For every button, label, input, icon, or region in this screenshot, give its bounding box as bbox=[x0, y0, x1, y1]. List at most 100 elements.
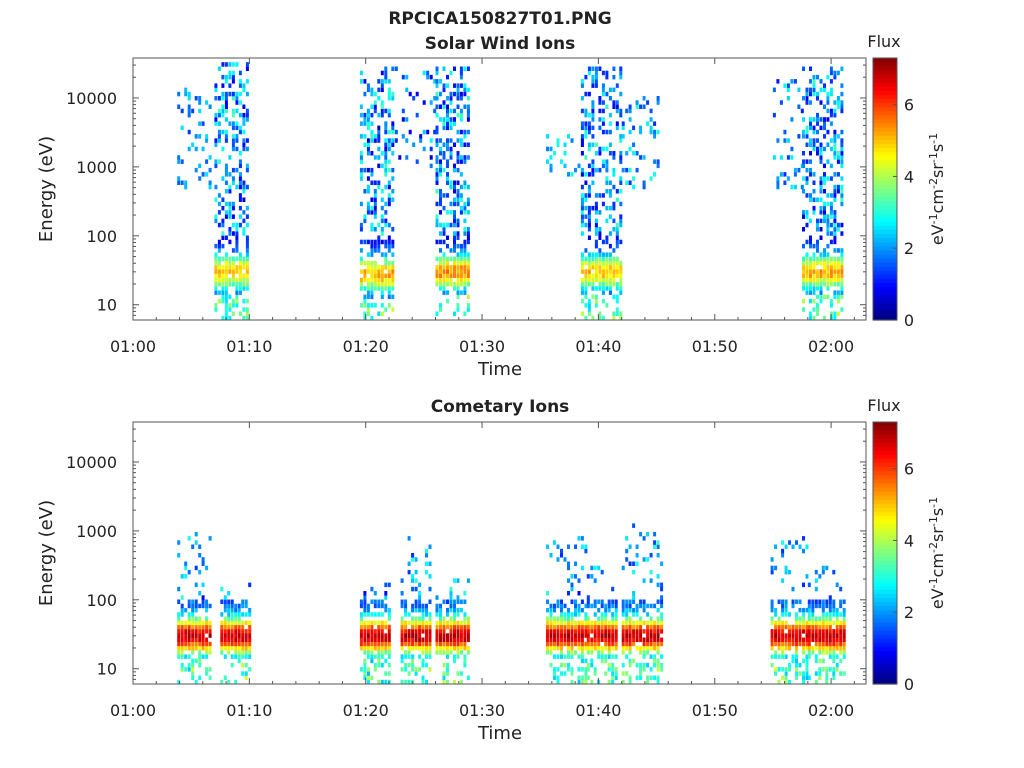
spectrogram-cell bbox=[366, 252, 370, 257]
spectrogram-cell bbox=[614, 599, 618, 604]
spectrogram-cell bbox=[459, 117, 463, 122]
spectrogram-cell bbox=[242, 231, 246, 236]
spectrogram-cell bbox=[359, 620, 363, 626]
spectrogram-cell bbox=[411, 578, 415, 583]
spectrogram-cell bbox=[245, 167, 249, 173]
spectrogram-cell bbox=[359, 112, 363, 118]
spectrogram-cell bbox=[370, 260, 374, 266]
spectrogram-cell bbox=[459, 624, 463, 630]
colorbar-swatch bbox=[873, 483, 897, 489]
spectrogram-cell bbox=[435, 646, 439, 651]
spectrogram-cell bbox=[605, 189, 609, 194]
spectrogram-cell bbox=[590, 679, 594, 685]
spectrogram-cell bbox=[380, 273, 384, 278]
spectrogram-cell bbox=[836, 155, 840, 160]
spectrogram-cell bbox=[795, 662, 798, 668]
spectrogram-cell bbox=[224, 62, 228, 67]
spectrogram-cell bbox=[235, 138, 239, 143]
spectrogram-cell bbox=[237, 633, 241, 638]
spectrogram-cell bbox=[774, 637, 778, 642]
spectrogram-cell bbox=[439, 624, 442, 630]
spectrogram-cell bbox=[446, 222, 449, 228]
spectrogram-cell bbox=[194, 658, 198, 664]
spectrogram-cell bbox=[214, 269, 218, 274]
spectrogram-cell bbox=[244, 637, 248, 642]
colorbar-swatch bbox=[873, 172, 897, 178]
spectrogram-cell bbox=[435, 256, 439, 262]
spectrogram-cell bbox=[235, 91, 239, 97]
spectrogram-cell bbox=[594, 269, 598, 274]
spectrogram-cell bbox=[814, 624, 818, 630]
spectrogram-cell bbox=[198, 620, 202, 626]
spectrogram-cell bbox=[466, 260, 470, 266]
spectrogram-cell bbox=[615, 189, 619, 194]
spectrogram-cell bbox=[223, 654, 227, 659]
spectrogram-cell bbox=[446, 112, 449, 118]
spectrogram-cell bbox=[584, 222, 588, 228]
spectrogram-cell bbox=[411, 557, 415, 562]
spectrogram-cell bbox=[560, 159, 563, 164]
spectrogram-cell bbox=[380, 679, 384, 685]
spectrogram-cell bbox=[221, 62, 225, 67]
spectrogram-cell bbox=[231, 222, 235, 228]
spectrogram-cell bbox=[802, 536, 805, 541]
spectrogram-cell bbox=[826, 231, 830, 236]
colorbar-tick-label: 6 bbox=[904, 96, 914, 115]
spectrogram-cell bbox=[611, 679, 615, 685]
spectrogram-cell bbox=[370, 637, 374, 642]
colorbar-tick-label: 2 bbox=[904, 239, 914, 258]
spectrogram-cell bbox=[774, 607, 778, 613]
spectrogram-cell bbox=[770, 654, 774, 659]
spectrogram-cell bbox=[611, 599, 615, 604]
spectrogram-cell bbox=[642, 646, 646, 651]
spectrogram-cell bbox=[377, 155, 381, 160]
spectrogram-cell bbox=[228, 265, 232, 270]
spectrogram-cell bbox=[600, 637, 604, 642]
spectrogram-cell bbox=[373, 286, 377, 291]
spectrogram-cell bbox=[839, 650, 843, 655]
spectrogram-cell bbox=[439, 172, 442, 177]
spectrogram-cell bbox=[373, 227, 377, 232]
spectrogram-cell bbox=[587, 184, 591, 190]
spectrogram-cell bbox=[580, 544, 584, 549]
spectrogram-cell bbox=[590, 646, 594, 651]
spectrogram-cell bbox=[639, 624, 643, 630]
spectrogram-cell bbox=[366, 679, 370, 685]
spectrogram-cell bbox=[649, 641, 653, 647]
spectrogram-cell bbox=[819, 286, 823, 291]
spectrogram-cell bbox=[418, 620, 422, 626]
spectrogram-cell bbox=[231, 91, 235, 97]
colorbar-swatch bbox=[873, 307, 897, 313]
spectrogram-cell bbox=[783, 172, 787, 177]
spectrogram-cell bbox=[235, 286, 239, 291]
colorbar-tick-label: 0 bbox=[904, 675, 914, 694]
spectrogram-cell bbox=[784, 624, 788, 630]
spectrogram-cell bbox=[811, 612, 815, 617]
spectrogram-cell bbox=[238, 70, 242, 76]
spectrogram-cell bbox=[463, 104, 467, 109]
plot-frame bbox=[132, 421, 867, 685]
spectrogram-cell bbox=[814, 671, 818, 676]
spectrogram-cell bbox=[208, 104, 212, 109]
colorbar-swatch bbox=[873, 78, 897, 84]
spectrogram-cell bbox=[615, 104, 619, 109]
spectrogram-cell bbox=[776, 184, 780, 190]
spectrogram-cell bbox=[774, 633, 778, 638]
spectrogram-cell bbox=[244, 633, 248, 638]
spectrogram-cell bbox=[245, 315, 249, 321]
spectrogram-cell bbox=[201, 629, 205, 634]
spectrogram-cell bbox=[612, 277, 616, 283]
spectrogram-cell bbox=[605, 252, 609, 257]
spectrogram-cell bbox=[425, 612, 428, 617]
spectrogram-cell bbox=[428, 574, 432, 579]
spectrogram-cell bbox=[429, 74, 433, 80]
spectrogram-cell bbox=[466, 633, 470, 638]
spectrogram-cell bbox=[414, 624, 418, 630]
spectrogram-cell bbox=[788, 646, 791, 651]
spectrogram-cell bbox=[580, 679, 584, 685]
spectrogram-cell bbox=[587, 260, 591, 266]
spectrogram-cell bbox=[819, 142, 823, 147]
spectrogram-cell bbox=[802, 277, 805, 283]
spectrogram-cell bbox=[414, 603, 418, 609]
spectrogram-cell bbox=[807, 641, 811, 647]
